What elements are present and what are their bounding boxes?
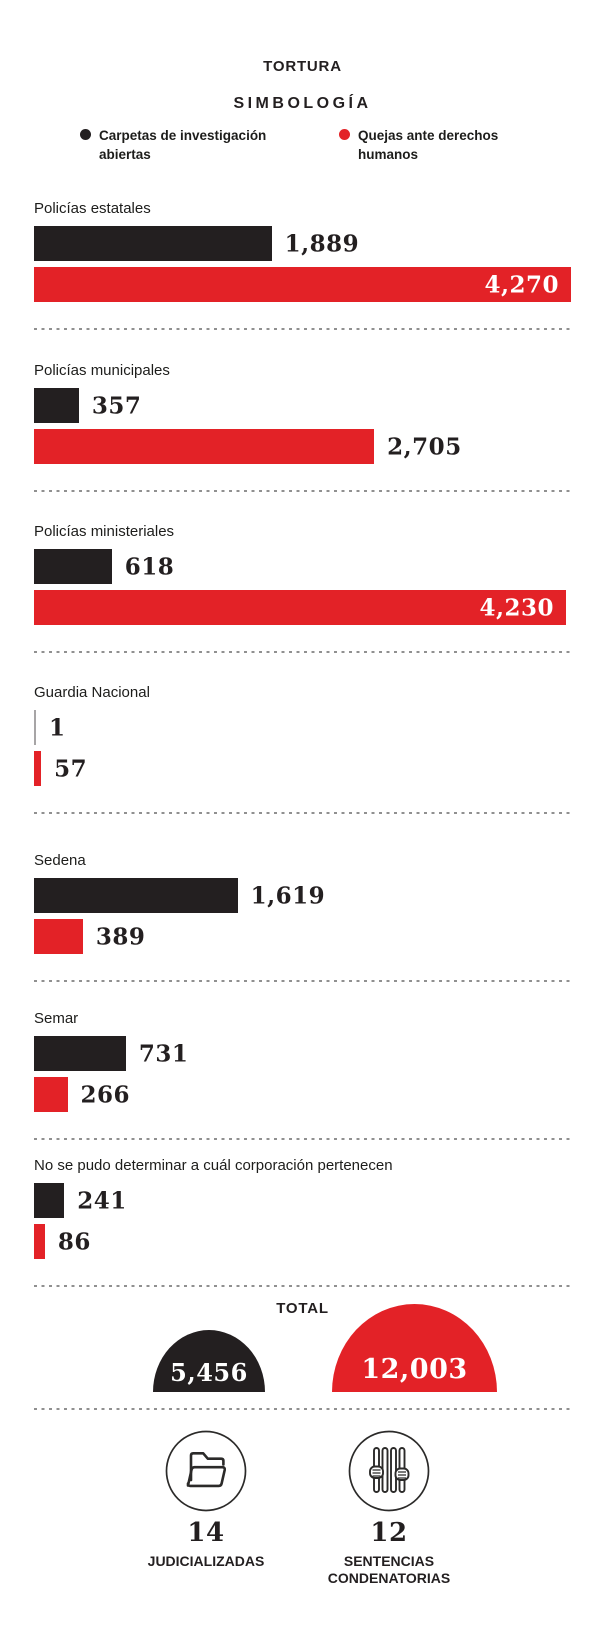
total-quejas-dome: 12,003	[332, 1304, 497, 1392]
quejas-dot-icon	[339, 129, 350, 140]
category-label: Sedena	[34, 852, 86, 869]
category-label: Semar	[34, 1010, 79, 1027]
category-label: Guardia Nacional	[34, 684, 150, 701]
carpetas-bar	[34, 388, 79, 423]
total-carpetas-value: 5,456	[170, 1358, 248, 1387]
total-carpetas-dome: 5,456	[153, 1330, 265, 1392]
sentencias-block: 12 SENTENCIAS CONDENATORIAS	[299, 1430, 479, 1587]
value-label: 266	[80, 1081, 130, 1108]
folder-icon	[165, 1430, 247, 1512]
page-title: TORTURA	[263, 58, 342, 75]
quejas-bar	[34, 1077, 68, 1112]
value-label: 4,230	[479, 594, 554, 621]
separator-dashed-line	[34, 980, 571, 982]
carpetas-bar-row: 1,619	[34, 878, 571, 913]
quejas-bar	[34, 751, 42, 786]
separator-dashed-line	[34, 1408, 571, 1410]
bar-group: Sedena 1,619 389	[0, 852, 611, 983]
value-label: 4,270	[484, 271, 559, 298]
value-label: 86	[57, 1228, 91, 1255]
separator-dashed-line	[34, 490, 571, 492]
legend-item-label: Carpetas de investigación abiertas	[99, 128, 267, 163]
quejas-bar-row: 4,270	[34, 267, 571, 302]
carpetas-bar	[34, 1183, 65, 1218]
carpetas-bar	[34, 878, 238, 913]
bar-group: Policías estatales 1,889 4,270	[0, 200, 611, 331]
carpetas-bar	[34, 710, 36, 745]
carpetas-bar-row: 618	[34, 549, 571, 584]
bar-group: Policías ministeriales 618 4,230	[0, 523, 611, 654]
judicializadas-count: 14	[187, 1518, 225, 1548]
value-label: 357	[91, 392, 142, 419]
legend-heading: SIMBOLOGÍA	[233, 95, 372, 112]
quejas-bar	[34, 919, 83, 954]
value-label: 1,889	[284, 230, 360, 257]
carpetas-bar-row: 1,889	[34, 226, 571, 261]
carpetas-bar	[34, 549, 112, 584]
carpetas-bar-row: 731	[34, 1036, 571, 1071]
category-label: No se pudo determinar a cuál corporación…	[34, 1157, 393, 1174]
value-label: 731	[138, 1040, 189, 1067]
judicializadas-caption: JUDICIALIZADAS	[147, 1553, 265, 1569]
value-label: 2,705	[387, 433, 462, 460]
legend-item-carpetas: Carpetas de investigación abiertas	[80, 126, 290, 164]
quejas-bar-row: 86	[34, 1224, 571, 1259]
quejas-bar-row: 57	[34, 751, 571, 786]
separator-dashed-line	[34, 1285, 571, 1287]
quejas-bar-row: 266	[34, 1077, 571, 1112]
separator-dashed-line	[34, 1138, 571, 1140]
sentencias-caption: SENTENCIAS CONDENATORIAS	[327, 1553, 451, 1586]
value-label: 57	[54, 755, 88, 782]
value-label: 241	[77, 1187, 127, 1214]
value-label: 389	[95, 923, 146, 950]
separator-dashed-line	[34, 328, 571, 330]
carpetas-bar-row: 241	[34, 1183, 571, 1218]
total-heading: TOTAL	[276, 1300, 329, 1317]
bar-group: Policías municipales 357 2,705	[0, 362, 611, 493]
quejas-bar-row: 4,230	[34, 590, 571, 625]
quejas-bar	[34, 267, 571, 302]
bar-group: No se pudo determinar a cuál corporación…	[0, 1157, 611, 1288]
jail-bars-icon	[348, 1430, 430, 1512]
value-label: 1,619	[250, 882, 326, 909]
bar-group: Semar 731 266	[0, 1010, 611, 1141]
quejas-bar	[34, 1224, 45, 1259]
judicializadas-block: 14 JUDICIALIZADAS	[116, 1430, 296, 1570]
carpetas-bar	[34, 226, 272, 261]
value-label: 618	[124, 553, 175, 580]
separator-dashed-line	[34, 651, 571, 653]
legend-item-quejas: Quejas ante derechos humanos	[339, 126, 509, 164]
category-label: Policías estatales	[34, 200, 151, 217]
sentencias-count: 12	[370, 1518, 408, 1548]
legend-item-label: Quejas ante derechos humanos	[358, 128, 499, 163]
total-quejas-value: 12,003	[361, 1354, 468, 1385]
quejas-bar-row: 2,705	[34, 429, 571, 464]
category-label: Policías municipales	[34, 362, 170, 379]
bar-group: Guardia Nacional 1 57	[0, 684, 611, 815]
carpetas-bar-row: 357	[34, 388, 571, 423]
category-label: Policías ministeriales	[34, 523, 175, 540]
value-label: 1	[49, 714, 66, 741]
quejas-bar-row: 389	[34, 919, 571, 954]
quejas-bar	[34, 429, 375, 464]
quejas-bar	[34, 590, 566, 625]
separator-dashed-line	[34, 812, 571, 814]
carpetas-dot-icon	[80, 129, 91, 140]
carpetas-bar	[34, 1036, 126, 1071]
carpetas-bar-row: 1	[34, 710, 571, 745]
